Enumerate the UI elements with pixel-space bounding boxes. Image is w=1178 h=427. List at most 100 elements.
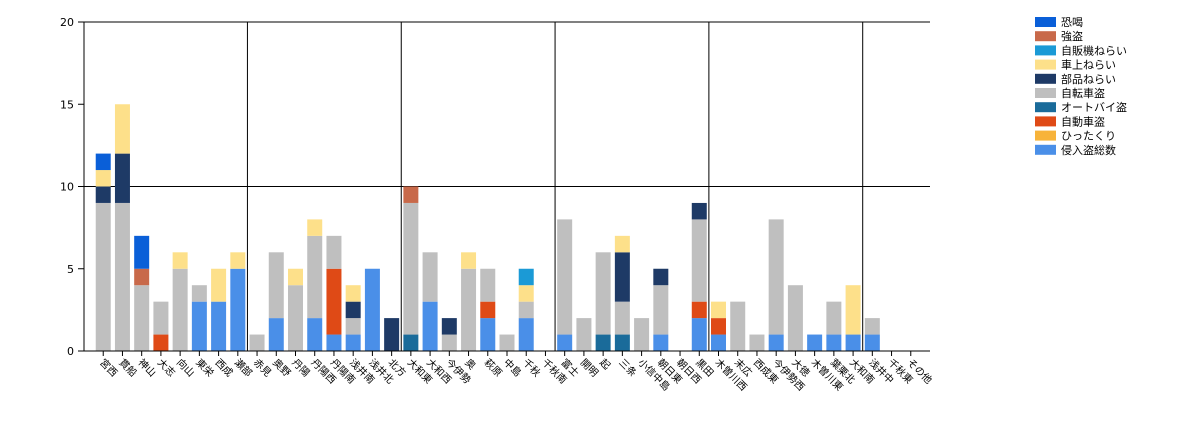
x-tick-label: 萩原 [482,357,505,380]
bar-segment [345,334,361,351]
bar-segment [826,301,842,335]
bar-segment [172,268,188,351]
y-tick-label: 10 [60,181,74,194]
bar-segment [114,104,130,154]
bar-segment [95,202,111,351]
bar-segment [345,318,361,335]
bar-segment [653,268,669,286]
legend-swatch [1035,116,1056,127]
bar-segment [499,334,515,351]
bar-segment [480,318,496,351]
bar-segment [172,252,188,269]
x-tick-label: 中島 [501,356,524,379]
chart-grid [84,21,930,351]
bar-segment [288,285,303,351]
bar-segment [480,301,496,319]
bar-segment [807,334,823,351]
chart-bars [95,104,880,351]
bar-segment [691,318,707,351]
bar-segment [95,153,111,171]
bar-segment [95,186,111,203]
legend-swatch [1035,130,1056,141]
bar-segment [691,301,707,319]
bar-segment [518,318,534,351]
bar-segment [864,334,880,351]
bar-segment [268,318,284,351]
bar-segment [461,268,477,351]
y-tick-label: 15 [60,98,74,111]
bar-segment [557,334,573,351]
bar-segment [595,252,611,335]
bar-segment [211,301,227,351]
bar-segment [845,334,861,351]
bar-segment [95,170,111,187]
bar-segment [480,268,496,302]
bar-segment [422,252,438,302]
bar-segment [326,334,342,351]
bar-segment [653,334,669,351]
bar-segment [403,202,419,335]
x-axis: 宮西貫船神山大志向山東栄西成瀬部赤見奥野丹陽丹陽西丹陽南浅井南浅井北北方大和東大… [84,350,935,393]
bar-segment [441,334,457,351]
x-tick-label: 千秋 [520,356,543,379]
bar-segment [749,334,765,351]
bar-segment [768,334,784,351]
bar-segment [634,318,650,351]
bar-segment [153,334,169,351]
bar-segment [345,301,361,319]
bar-segment [691,219,707,302]
bar-segment [191,301,207,351]
x-tick-label: 東栄 [193,356,216,379]
x-tick-label: 瀬部 [232,356,255,379]
x-tick-label: 宮西 [97,356,120,379]
y-tick-label: 20 [60,16,74,29]
bar-segment [403,334,419,351]
x-tick-label: 奥 [462,356,478,372]
bar-segment [403,186,419,203]
x-tick-label: 奥野 [270,356,293,379]
bar-segment [134,285,150,351]
bar-segment [364,268,380,351]
bar-segment [114,153,130,203]
bar-segment [557,219,573,335]
legend-label: 強盗 [1061,30,1083,43]
bar-segment [614,301,630,335]
bar-segment [711,301,726,319]
legend-label: 自転車盗 [1061,86,1105,100]
chart-legend: 恐喝強盗自販機ねらい車上ねらい部品ねらい自転車盗オートバイ盗自動車盗ひったくり侵… [1035,16,1127,157]
bar-segment [249,334,265,351]
x-tick-label: 貫船 [116,356,139,379]
legend-label: 車上ねらい [1061,58,1116,72]
legend-swatch [1035,17,1056,27]
x-tick-label: 三条 [616,356,639,379]
bar-segment [384,318,400,351]
bar-segment [787,285,803,351]
y-tick-label: 5 [67,263,74,276]
bar-segment [134,268,150,286]
bar-segment [711,334,726,351]
bar-segment [576,318,592,351]
bar-segment [307,235,323,319]
bar-segment [614,235,630,253]
legend-swatch [1035,88,1056,98]
bar-segment [614,334,630,351]
legend-swatch [1035,31,1056,42]
bar-segment [230,268,246,351]
bar-segment [864,318,880,335]
bar-segment [153,301,169,335]
bar-segment [114,202,130,351]
x-tick-label: 大志 [155,356,178,379]
bar-segment [711,318,726,335]
x-tick-label: 西成 [212,357,235,380]
legend-label: 部品ねらい [1061,72,1116,86]
bar-segment [691,202,707,220]
bar-segment [768,219,784,335]
legend-swatch [1035,59,1056,70]
legend-label: 自動車盗 [1061,114,1105,128]
bar-segment [422,301,438,351]
bar-segment [518,268,534,286]
x-tick-label: 開明 [578,357,601,380]
bar-segment [518,301,534,319]
bar-segment [730,301,746,351]
